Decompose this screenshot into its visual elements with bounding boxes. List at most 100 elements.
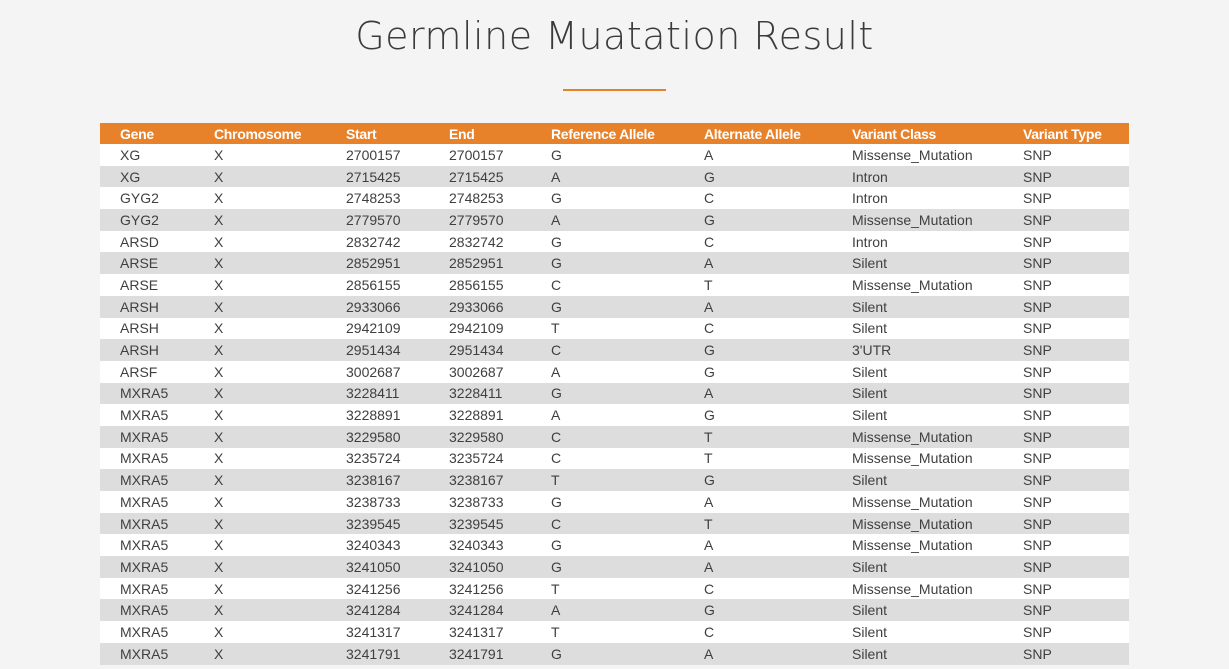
cell-alternate-allele: G xyxy=(704,211,715,228)
cell-variant-type: SNP xyxy=(1023,298,1052,315)
cell-reference-allele: G xyxy=(551,385,562,402)
cell-end: 3241256 xyxy=(449,580,504,597)
cell-end: 3240343 xyxy=(449,537,504,554)
cell-variant-type: SNP xyxy=(1023,168,1052,185)
cell-end: 2852951 xyxy=(449,255,504,272)
cell-variant-class: 3'UTR xyxy=(852,342,892,359)
table-row: ARSH X 2933066 2933066 G A Silent SNP xyxy=(100,295,1129,318)
cell-chromosome: X xyxy=(214,276,224,293)
cell-chromosome: X xyxy=(214,146,224,163)
cell-gene: ARSH xyxy=(120,298,159,315)
cell-variant-type: SNP xyxy=(1023,602,1052,619)
cell-start: 2715425 xyxy=(346,168,401,185)
table-row: MXRA5 X 3241317 3241317 T C Silent SNP xyxy=(100,621,1129,643)
cell-gene: GYG2 xyxy=(120,190,159,207)
column-header-end: End xyxy=(449,125,475,142)
column-header-variant-class: Variant Class xyxy=(852,125,937,142)
cell-variant-type: SNP xyxy=(1023,146,1052,163)
cell-gene: ARSF xyxy=(120,363,158,380)
cell-end: 3002687 xyxy=(449,363,504,380)
cell-gene: MXRA5 xyxy=(120,645,169,662)
cell-chromosome: X xyxy=(214,623,224,640)
cell-reference-allele: C xyxy=(551,515,562,532)
cell-chromosome: X xyxy=(214,320,224,337)
column-header-variant-type: Variant Type xyxy=(1023,125,1102,142)
cell-gene: MXRA5 xyxy=(120,537,169,554)
cell-alternate-allele: G xyxy=(704,602,715,619)
column-header-reference-allele: Reference Allele xyxy=(551,125,655,142)
cell-start: 2779570 xyxy=(346,211,401,228)
table-row: MXRA5 X 3238167 3238167 T G Silent SNP xyxy=(100,469,1129,491)
cell-variant-type: SNP xyxy=(1023,515,1052,532)
cell-gene: ARSE xyxy=(120,276,159,293)
cell-variant-type: SNP xyxy=(1023,450,1052,467)
cell-gene: XG xyxy=(120,168,141,185)
cell-variant-type: SNP xyxy=(1023,537,1052,554)
cell-reference-allele: C xyxy=(551,450,562,467)
cell-reference-allele: A xyxy=(551,168,561,185)
cell-start: 3241791 xyxy=(346,645,401,662)
cell-alternate-allele: A xyxy=(704,645,714,662)
cell-variant-class: Missense_Mutation xyxy=(852,515,973,532)
table-header-row: Gene Chromosome Start End Reference Allele Al… xyxy=(100,123,1129,144)
cell-gene: MXRA5 xyxy=(120,515,169,532)
cell-chromosome: X xyxy=(214,298,224,315)
cell-reference-allele: G xyxy=(551,146,562,163)
cell-reference-allele: A xyxy=(551,363,561,380)
cell-alternate-allele: T xyxy=(704,515,713,532)
cell-reference-allele: G xyxy=(551,190,562,207)
table-row: MXRA5 X 3241050 3241050 G A Silent SNP xyxy=(100,556,1129,578)
cell-reference-allele: T xyxy=(551,580,560,597)
cell-variant-class: Silent xyxy=(852,407,888,424)
cell-variant-type: SNP xyxy=(1023,255,1052,272)
cell-end: 3238167 xyxy=(449,472,504,489)
cell-alternate-allele: C xyxy=(704,190,715,207)
table-row: MXRA5 X 3238733 3238733 G A Missense_Mutation S… xyxy=(100,491,1129,513)
table-row: XG X 2715425 2715425 A G Intron SNP xyxy=(100,165,1129,188)
cell-start: 3241284 xyxy=(346,602,401,619)
cell-end: 3228411 xyxy=(449,385,503,402)
cell-variant-class: Intron xyxy=(852,233,888,250)
cell-start: 3229580 xyxy=(346,428,401,445)
table-row: MXRA5 X 3228891 3228891 A G Silent SNP xyxy=(100,404,1129,426)
column-header-chromosome: Chromosome xyxy=(214,125,302,142)
cell-reference-allele: C xyxy=(551,342,562,359)
cell-variant-class: Missense_Mutation xyxy=(852,450,973,467)
cell-chromosome: X xyxy=(214,190,224,207)
cell-variant-type: SNP xyxy=(1023,558,1052,575)
cell-reference-allele: G xyxy=(551,493,562,510)
cell-alternate-allele: A xyxy=(704,146,714,163)
cell-variant-class: Missense_Mutation xyxy=(852,146,973,163)
cell-reference-allele: T xyxy=(551,623,560,640)
cell-chromosome: X xyxy=(214,363,224,380)
cell-end: 2856155 xyxy=(449,276,504,293)
column-header-start: Start xyxy=(346,125,377,142)
cell-variant-type: SNP xyxy=(1023,385,1052,402)
cell-start: 3239545 xyxy=(346,515,401,532)
cell-variant-type: SNP xyxy=(1023,623,1052,640)
cell-start: 3228411 xyxy=(346,385,400,402)
cell-variant-type: SNP xyxy=(1023,320,1052,337)
cell-end: 2933066 xyxy=(449,298,504,315)
table-row: MXRA5 X 3240343 3240343 G A Missense_Mutation S… xyxy=(100,534,1129,557)
cell-variant-class: Silent xyxy=(852,363,888,380)
cell-variant-class: Silent xyxy=(852,255,888,272)
cell-gene: MXRA5 xyxy=(120,623,169,640)
cell-variant-class: Missense_Mutation xyxy=(852,428,973,445)
cell-alternate-allele: G xyxy=(704,363,715,380)
cell-alternate-allele: T xyxy=(704,276,713,293)
table-row: ARSE X 2856155 2856155 C T Missense_Mutation SN… xyxy=(100,274,1129,296)
cell-variant-class: Missense_Mutation xyxy=(852,493,973,510)
table-row: MXRA5 X 3229580 3229580 C T Missense_Mutation S… xyxy=(100,425,1129,448)
cell-start: 3241317 xyxy=(346,623,401,640)
cell-start: 2933066 xyxy=(346,298,401,315)
cell-gene: MXRA5 xyxy=(120,407,169,424)
cell-start: 3235724 xyxy=(346,450,401,467)
cell-reference-allele: G xyxy=(551,233,562,250)
cell-variant-class: Intron xyxy=(852,168,888,185)
table-row: MXRA5 X 3241256 3241256 T C Missense_Mutation S… xyxy=(100,577,1129,600)
cell-reference-allele: T xyxy=(551,320,560,337)
cell-end: 3241050 xyxy=(449,558,504,575)
cell-reference-allele: C xyxy=(551,428,562,445)
table-row: MXRA5 X 3235724 3235724 C T Missense_Mutation S… xyxy=(100,447,1129,470)
